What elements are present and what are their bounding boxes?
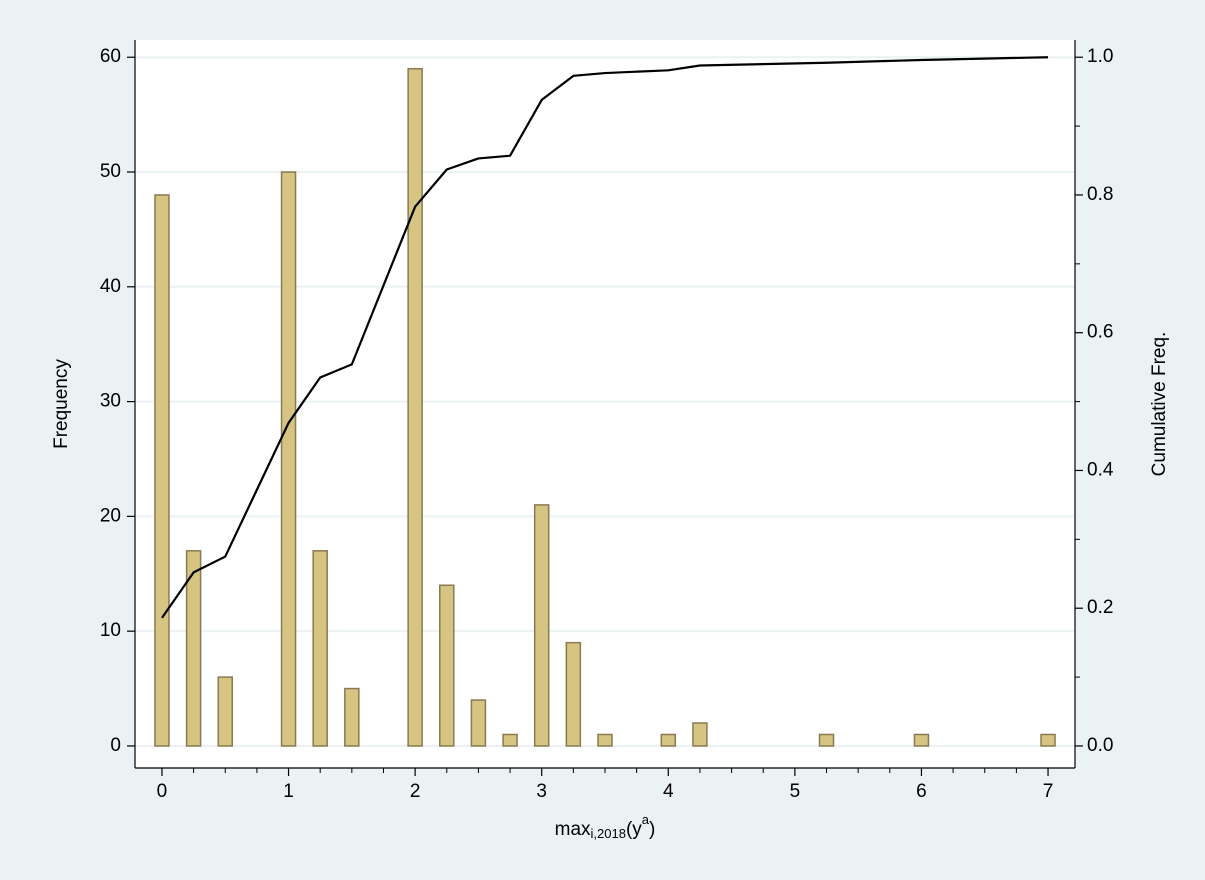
x-tick-label: 3	[536, 781, 547, 802]
bar	[407, 67, 423, 747]
x-tick-label: 2	[410, 781, 421, 802]
bar	[439, 584, 455, 747]
bar	[597, 733, 613, 747]
y2-tick-label: 0.8	[1087, 184, 1113, 205]
bar	[1040, 733, 1056, 747]
y2-tick-label: 1.0	[1087, 46, 1113, 67]
cumulative-line	[161, 56, 1049, 619]
x-tick-label: 1	[283, 781, 294, 802]
bar	[660, 733, 677, 747]
y-tick-label: 60	[100, 46, 121, 67]
y2-tick-label: 0.2	[1087, 597, 1113, 618]
bar	[470, 699, 487, 747]
x-title-sub: i,2018	[591, 826, 626, 841]
bar	[185, 550, 202, 747]
y-axis-title: Frequency	[51, 359, 72, 449]
y2-tick-label: 0.6	[1087, 322, 1113, 343]
bar	[312, 550, 328, 747]
y-tick-label: 20	[100, 505, 121, 526]
x-tick-label: 4	[663, 781, 674, 802]
bar	[154, 194, 170, 747]
bar	[565, 641, 582, 747]
bar	[217, 676, 234, 747]
y2-tick-label: 0.4	[1087, 459, 1114, 480]
x-title-mid: (y	[626, 819, 642, 840]
y-tick-label: 0	[110, 735, 121, 756]
y2-tick-label: 0.0	[1087, 735, 1113, 756]
x-tick-label: 0	[157, 781, 168, 802]
y2-axis-title: Cumulative Freq.	[1149, 332, 1170, 477]
x-axis-title: maxi,2018(ya)	[555, 812, 656, 841]
x-title-base: max	[555, 819, 591, 840]
bar	[280, 171, 297, 747]
x-title-end: )	[649, 819, 655, 840]
x-tick-label: 5	[790, 781, 801, 802]
bar	[502, 733, 518, 747]
bar	[533, 504, 550, 747]
x-tick-label: 7	[1043, 781, 1054, 802]
y-tick-label: 30	[100, 391, 121, 412]
x-title-sup: a	[642, 812, 650, 827]
x-tick-label: 6	[916, 781, 927, 802]
bar	[818, 733, 835, 747]
y-tick-label: 10	[100, 620, 121, 641]
plot-region	[135, 40, 1075, 768]
y-tick-label: 50	[100, 161, 121, 182]
bar	[913, 733, 930, 747]
bar	[692, 722, 708, 747]
y-tick-label: 40	[100, 276, 121, 297]
bar	[344, 687, 360, 747]
